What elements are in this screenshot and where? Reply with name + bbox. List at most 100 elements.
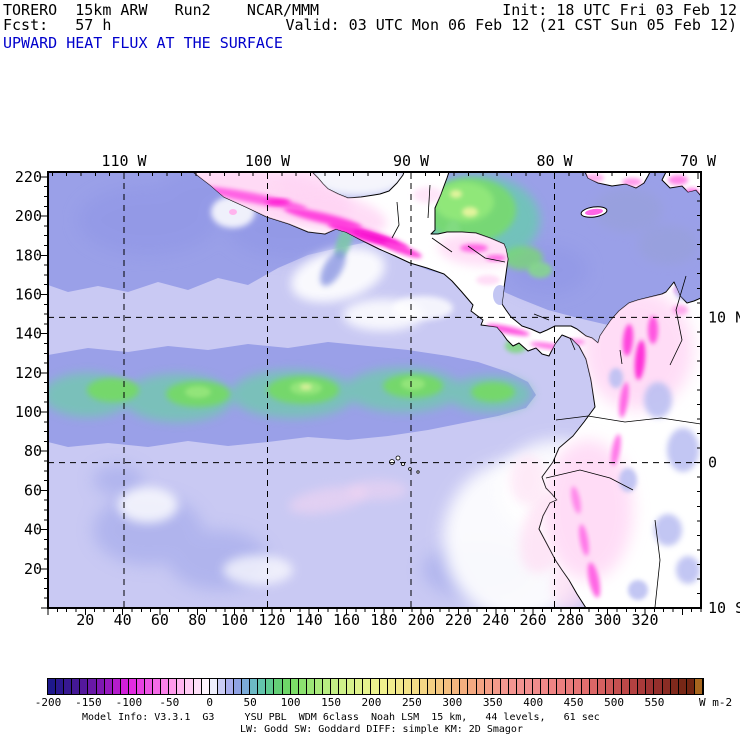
colorbar-cell bbox=[339, 679, 346, 694]
colorbar-cell bbox=[299, 679, 306, 694]
colorbar-cell bbox=[121, 679, 128, 694]
jamaica-island bbox=[580, 206, 608, 218]
colorbar-unit-label: W m-2 bbox=[699, 696, 733, 709]
colorbar-cell bbox=[396, 679, 403, 694]
colorbar-cell bbox=[646, 679, 653, 694]
model-info-line: Model Info: V3.3.1 G3 YSU PBL WDM 6class… bbox=[82, 712, 600, 723]
lon-axis-label: 80 W bbox=[536, 152, 573, 170]
colorbar-cell bbox=[533, 679, 540, 694]
colorbar-cell bbox=[72, 679, 79, 694]
model-run-label: TORERO 15km ARW Run2 NCAR/MMM bbox=[3, 1, 320, 19]
colorbar-tick-label: 200 bbox=[361, 696, 382, 709]
colorbar-tick-label: -50 bbox=[159, 696, 180, 709]
colorbar-cell bbox=[493, 679, 500, 694]
colorbar-cell bbox=[64, 679, 71, 694]
axis-labels: 20 40 60 80 100 120 140 160 180 200 220 240 260 280 30… bbox=[15, 152, 740, 629]
small-pink-eddy bbox=[229, 209, 237, 215]
colorbar-cell bbox=[161, 679, 168, 694]
colorbar-cell bbox=[574, 679, 581, 694]
colorbar-cell bbox=[663, 679, 670, 694]
colorbar-cell bbox=[420, 679, 427, 694]
y-axis-tick-label: 180 bbox=[15, 246, 42, 264]
y-axis-tick-label: 40 bbox=[24, 521, 42, 539]
colorbar-cell bbox=[679, 679, 686, 694]
colorbar-cell bbox=[153, 679, 160, 694]
lon-axis-label: 110 W bbox=[101, 152, 147, 170]
physics-info-line: LW: Godd SW: Goddard DIFF: simple KM: 2D… bbox=[240, 724, 523, 735]
colorbar-cell bbox=[654, 679, 662, 694]
colorbar-tick-label: 400 bbox=[523, 696, 544, 709]
country-borders bbox=[391, 184, 701, 608]
colorbar-tick-label: 150 bbox=[321, 696, 341, 709]
colorbar-cell bbox=[671, 679, 678, 694]
itcz-green-blobs bbox=[48, 368, 532, 422]
colorbar-cell bbox=[218, 679, 225, 694]
colorbar-cell bbox=[371, 679, 379, 694]
lon-axis-label: 70 W bbox=[680, 152, 717, 170]
colorbar-cell bbox=[226, 679, 233, 694]
colorbar-cell bbox=[347, 679, 354, 694]
colorbar-cell bbox=[380, 679, 387, 694]
colorbar-cell bbox=[113, 679, 120, 694]
forecast-hour-label: Fcst: 57 h bbox=[3, 16, 112, 34]
colorbar-tick-label: 500 bbox=[604, 696, 624, 709]
x-axis-tick-label: 120 bbox=[258, 611, 285, 629]
colorbar-cell bbox=[274, 679, 282, 694]
colorbar-tick-label: 0 bbox=[206, 696, 214, 709]
colorbar-cell bbox=[145, 679, 152, 694]
land-negative-flux-shading bbox=[193, 172, 701, 600]
y-axis-tick-label: 160 bbox=[15, 285, 42, 303]
axis-ticks bbox=[41, 171, 702, 615]
plot-title: UPWARD HEAT FLUX AT THE SURFACE bbox=[3, 34, 283, 52]
y-axis-tick-label: 80 bbox=[24, 442, 42, 460]
x-axis-tick-label: 180 bbox=[370, 611, 397, 629]
x-axis-tick-label: 100 bbox=[221, 611, 248, 629]
colorbar-tick-label: 50 bbox=[243, 696, 257, 709]
colorbar-cell bbox=[582, 679, 589, 694]
colorbar-cell bbox=[331, 679, 338, 694]
y-axis-tick-label: 200 bbox=[15, 207, 42, 225]
colorbar-cell bbox=[501, 679, 508, 694]
colorbar-cell bbox=[202, 679, 209, 694]
colorbar-tick-label: -100 bbox=[115, 696, 143, 709]
colorbar-cell bbox=[566, 679, 573, 694]
colorbar-cell bbox=[412, 679, 419, 694]
colorbar-cell bbox=[315, 679, 322, 694]
lat-axis-label: 10 N bbox=[708, 308, 740, 326]
y-axis-tick-label: 220 bbox=[15, 168, 42, 186]
x-axis-tick-label: 280 bbox=[557, 611, 584, 629]
colorbar-cell bbox=[638, 679, 645, 694]
colorbar-cell bbox=[242, 679, 249, 694]
colorbar-cell bbox=[88, 679, 96, 694]
colorbar-cell bbox=[622, 679, 629, 694]
colorbar-cell bbox=[606, 679, 613, 694]
colorbar-cell bbox=[590, 679, 597, 694]
colorbar-cell bbox=[210, 679, 217, 694]
colorbar-cell bbox=[695, 679, 702, 694]
colorbar-cell bbox=[525, 679, 532, 694]
x-axis-tick-label: 260 bbox=[520, 611, 547, 629]
colorbar-cell bbox=[97, 679, 104, 694]
colorbar-cell bbox=[48, 679, 55, 694]
colorbar-cell bbox=[428, 679, 435, 694]
colorbar-tick-label: 450 bbox=[563, 696, 584, 709]
colorbar-tick-label: 300 bbox=[442, 696, 463, 709]
x-axis-tick-label: 240 bbox=[482, 611, 509, 629]
x-axis-tick-label: 80 bbox=[188, 611, 206, 629]
colorbar-cell bbox=[388, 679, 395, 694]
colorbar-cell bbox=[630, 679, 637, 694]
x-axis-tick-label: 300 bbox=[594, 611, 621, 629]
lat-axis-label: 0 bbox=[708, 454, 717, 472]
colorbar-tick-label: -200 bbox=[34, 696, 62, 709]
colorbar-cell bbox=[169, 679, 176, 694]
lon-axis-label: 90 W bbox=[393, 152, 430, 170]
colorbar-cell bbox=[541, 679, 548, 694]
colorbar-cell bbox=[283, 679, 290, 694]
colorbar-cell bbox=[307, 679, 314, 694]
y-axis-tick-label: 140 bbox=[15, 325, 42, 343]
x-axis-tick-label: 40 bbox=[114, 611, 132, 629]
colorbar-cell bbox=[598, 679, 605, 694]
colorbar bbox=[47, 678, 704, 695]
x-axis-tick-label: 140 bbox=[296, 611, 323, 629]
colorbar-cell bbox=[444, 679, 451, 694]
